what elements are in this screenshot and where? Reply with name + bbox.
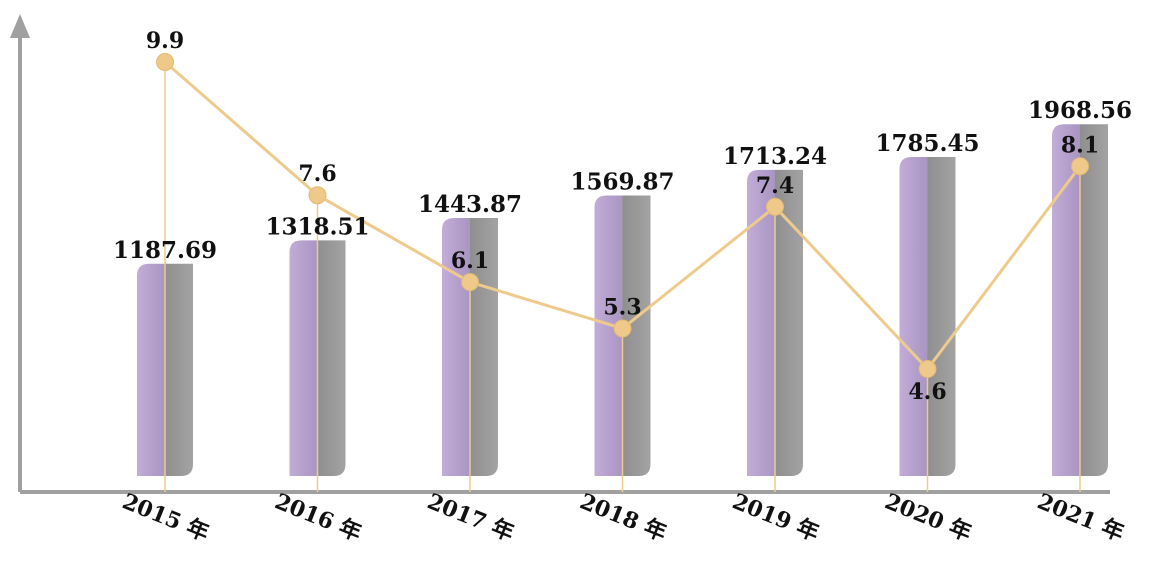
point-labels-group: 9.9 7.6 6.1 5.3 7.4 4.6 8.1 (146, 28, 1099, 405)
axes (10, 14, 1110, 494)
line-point-0 (156, 53, 174, 71)
x-tick-label-3: 2018 年 (576, 488, 670, 546)
bar-value-label-4: 1713.24 (723, 143, 827, 170)
line-point-3 (613, 319, 632, 338)
line-point-1 (308, 186, 327, 205)
bar-value-label-6: 1968.56 (1028, 97, 1132, 124)
bar-value-label-5: 1785.45 (875, 130, 979, 157)
x-tick-label-1: 2016 年 (271, 488, 365, 546)
point-value-label-3: 5.3 (603, 294, 641, 320)
x-tick-label-2: 2017 年 (424, 488, 518, 546)
line-series-group (156, 53, 1089, 378)
point-value-label-6: 8.1 (1061, 132, 1099, 158)
point-value-label-2: 6.1 (451, 248, 489, 274)
line-point-2 (461, 273, 479, 292)
bar-value-label-2: 1443.87 (418, 191, 522, 218)
x-tick-labels-group: 2015 年 2016 年 2017 年 2018 年 2019 年 2020 年 2021… (119, 488, 1128, 546)
bar-labels-group: 1187.69 1318.51 1443.87 1569.87 1713.24 1785.… (113, 97, 1132, 264)
x-tick-label-6: 2021 年 (1034, 488, 1128, 546)
bar-value-label-0: 1187.69 (113, 237, 217, 264)
bar-5 (899, 156, 956, 477)
x-tick-label-5: 2020 年 (881, 488, 975, 546)
drop-lines-group (164, 62, 1081, 492)
x-tick-label-0: 2015 年 (119, 488, 213, 546)
point-value-label-5: 4.6 (908, 379, 946, 405)
x-tick-label-4: 2019 年 (729, 488, 823, 546)
bars-group (137, 124, 1108, 477)
point-value-label-0: 9.9 (146, 28, 184, 54)
line-point-6 (1071, 157, 1089, 176)
bar-value-label-1: 1318.51 (265, 213, 369, 240)
bar-value-label-3: 1569.87 (570, 168, 674, 195)
point-value-label-4: 7.4 (756, 173, 794, 199)
y-axis-arrow-icon (10, 14, 30, 38)
line-point-5 (918, 360, 937, 378)
line-point-4 (766, 197, 784, 216)
point-value-label-1: 7.6 (298, 161, 336, 187)
